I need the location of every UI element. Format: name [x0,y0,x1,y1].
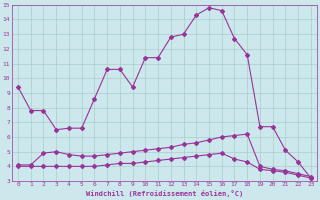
X-axis label: Windchill (Refroidissement éolien,°C): Windchill (Refroidissement éolien,°C) [86,190,243,197]
